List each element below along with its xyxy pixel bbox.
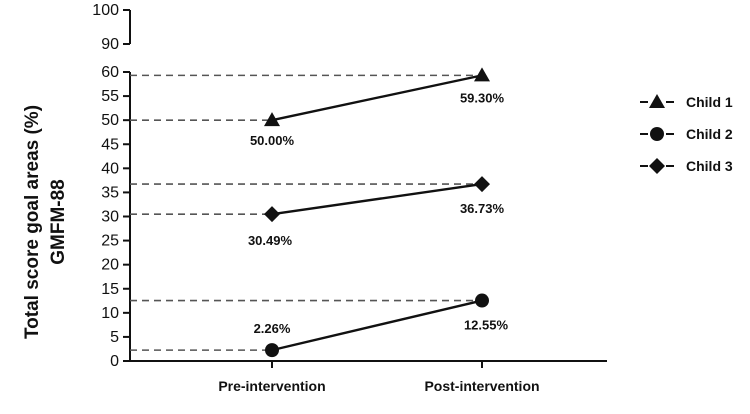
- data-label: 50.00%: [250, 133, 295, 148]
- legend-label: Child 1: [686, 94, 733, 110]
- y-tick-label: 5: [110, 329, 119, 346]
- y-tick-label: 40: [101, 160, 119, 177]
- y-tick-label: 55: [101, 88, 119, 105]
- legend-item: Child 2: [640, 126, 733, 142]
- y-tick-label: 10: [101, 305, 119, 322]
- data-point-circle: [475, 293, 489, 308]
- y-axis-title-line-1: Total score goal areas (%): [22, 105, 43, 339]
- y-axis-title-line-2: GMFM-88: [48, 179, 69, 265]
- legend-marker-circle: [650, 127, 664, 141]
- x-tick-label: Pre-intervention: [218, 378, 325, 394]
- data-point-circle: [265, 343, 279, 358]
- legend-label: Child 2: [686, 126, 733, 142]
- legend-label: Child 3: [686, 158, 733, 174]
- series-child-1: 50.00% 59.30%: [130, 67, 504, 148]
- y-tick-label: 90: [101, 36, 119, 53]
- y-tick-label: 50: [101, 112, 119, 129]
- series-child-3: 30.49% 36.73%: [130, 176, 504, 248]
- series-line: [271, 182, 483, 216]
- y-tick-label: 35: [101, 184, 119, 201]
- y-tick-label: 60: [101, 64, 119, 81]
- x-tick-label: Post-intervention: [424, 378, 539, 394]
- legend: Child 1 Child 2 Child 3: [640, 94, 733, 174]
- y-tick-label: 30: [101, 209, 119, 226]
- legend-marker-diamond: [649, 158, 665, 174]
- data-point-triangle: [474, 67, 490, 82]
- data-point-diamond: [474, 176, 490, 193]
- data-point-diamond: [264, 206, 280, 223]
- legend-marker-triangle: [649, 94, 665, 108]
- data-label: 30.49%: [248, 233, 293, 248]
- y-tick-label: 20: [101, 257, 119, 274]
- data-label: 2.26%: [254, 321, 291, 336]
- data-point-triangle: [264, 112, 280, 127]
- y-tick-label: 100: [92, 2, 119, 19]
- series-child-2: 2.26% 12.55%: [130, 293, 509, 358]
- data-label: 59.30%: [460, 90, 505, 105]
- data-label: 36.73%: [460, 201, 505, 216]
- series-line: [271, 74, 483, 122]
- legend-item: Child 1: [640, 94, 733, 110]
- y-tick-label: 15: [101, 281, 119, 298]
- y-tick-label: 25: [101, 233, 119, 250]
- y-axis-title: Total score goal areas (%) GMFM-88: [22, 105, 69, 339]
- data-label: 12.55%: [464, 318, 509, 333]
- plot-area: 0 5 10 15 20 25 30 35 40 45 50 55 60 90 100 Pre-interve…: [92, 2, 607, 394]
- series-line: [271, 299, 483, 352]
- legend-item: Child 3: [640, 158, 733, 174]
- y-tick-label: 45: [101, 136, 119, 153]
- y-tick-label: 0: [110, 353, 119, 370]
